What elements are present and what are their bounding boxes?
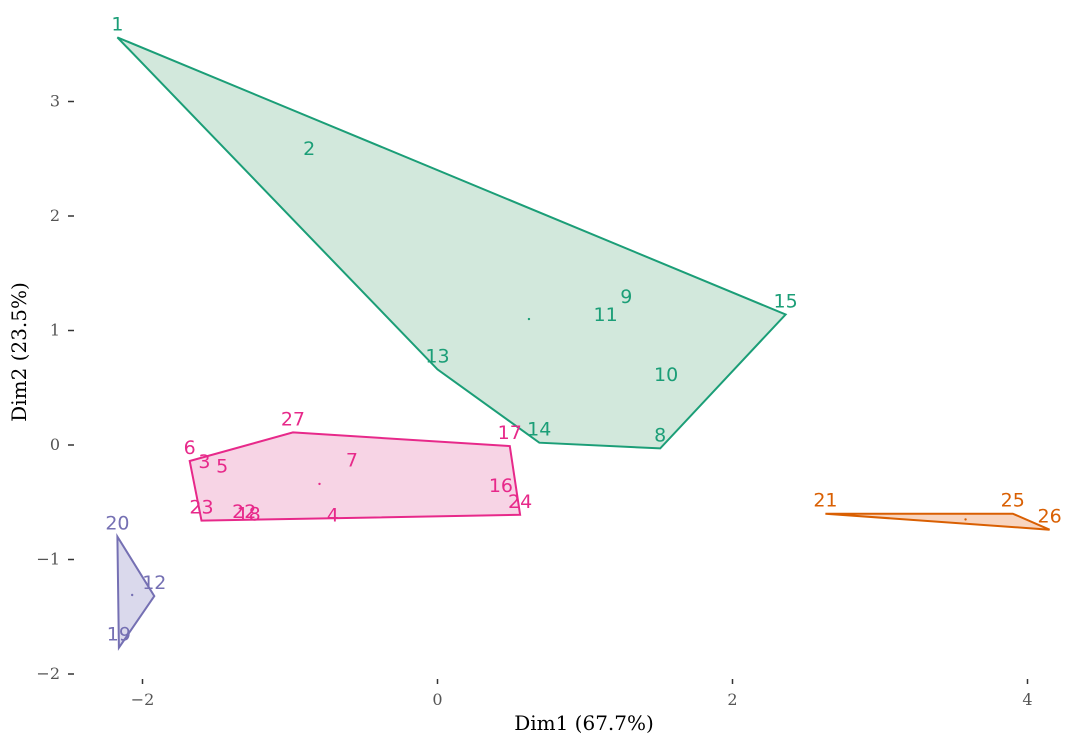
point-label-7: 7 (346, 450, 358, 472)
x-tick-label: 2 (727, 690, 737, 709)
point-label-27: 27 (281, 408, 305, 430)
point-label-21: 21 (813, 490, 837, 512)
point-label-9: 9 (620, 286, 632, 308)
point-label-23: 23 (189, 497, 213, 519)
point-label-10: 10 (654, 364, 678, 386)
point-label-20: 20 (105, 513, 129, 535)
cluster-4-hull (825, 512, 1050, 531)
x-tick-label: 0 (432, 690, 442, 709)
point-label-4: 4 (327, 505, 339, 527)
point-label-17: 17 (498, 422, 522, 444)
point-label-26: 26 (1038, 506, 1062, 528)
point-label-15: 15 (774, 290, 798, 312)
point-label-6: 6 (184, 437, 196, 459)
cluster-centroids (130, 317, 967, 597)
y-tick-label: −1 (36, 550, 60, 569)
cluster-hulls (116, 36, 1050, 651)
y-tick-label: 3 (50, 92, 60, 111)
cluster-1-hull (116, 36, 788, 450)
point-label-14: 14 (527, 419, 551, 441)
cluster-2-centroid (318, 482, 321, 486)
x-axis-title: Dim1 (67.7%) (514, 711, 654, 735)
point-label-12: 12 (142, 572, 166, 594)
point-label-11: 11 (594, 304, 618, 326)
point-label-22: 22 (232, 501, 256, 523)
point-label-8: 8 (654, 424, 666, 446)
x-tick-label: 4 (1022, 690, 1032, 709)
cluster-3-hull (116, 533, 156, 651)
point-label-19: 19 (107, 624, 131, 646)
y-tick-label: 1 (50, 321, 60, 340)
cluster-3-centroid (130, 593, 134, 597)
cluster-1-centroid (527, 317, 531, 321)
x-tick-label: −2 (131, 690, 155, 709)
point-label-25: 25 (1001, 490, 1025, 512)
cluster-4-centroid (964, 518, 967, 521)
point-label-2: 2 (303, 138, 315, 160)
point-label-24: 24 (508, 491, 532, 513)
point-label-13: 13 (425, 345, 449, 367)
y-tick-label: 2 (50, 206, 60, 225)
y-axis-title: Dim2 (23.5%) (7, 282, 31, 422)
point-label-18: 18 (237, 503, 261, 525)
point-label-1: 1 (111, 13, 123, 35)
cluster-2-hull (188, 431, 522, 522)
point-label-16: 16 (489, 475, 513, 497)
point-label-5: 5 (216, 455, 228, 477)
point-label-3: 3 (198, 451, 210, 473)
y-tick-label: 0 (50, 435, 60, 454)
y-tick-label: −2 (36, 664, 60, 683)
